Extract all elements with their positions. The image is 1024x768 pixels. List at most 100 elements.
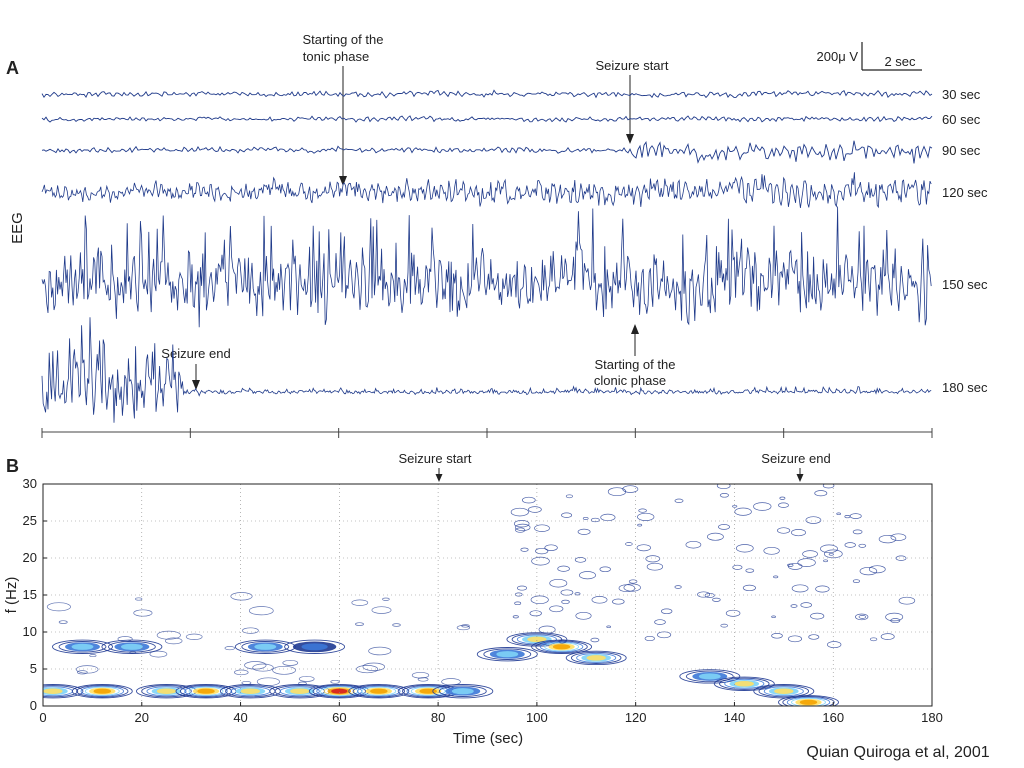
contour-noise: [577, 528, 591, 535]
contour-level: [753, 684, 815, 699]
contour-level: [451, 688, 474, 695]
contour-level: [476, 647, 538, 662]
contour-level: [323, 687, 355, 696]
contour-noise: [514, 523, 531, 532]
clonic-annotation-line2: clonic phase: [594, 373, 666, 388]
scale-bar-time: 2 sec: [884, 54, 916, 69]
contour-noise: [362, 662, 386, 671]
row-label-180: 180 sec: [942, 380, 988, 395]
contour-noise: [456, 625, 471, 631]
contour-noise: [514, 601, 522, 606]
contour-noise: [712, 597, 721, 602]
contour-noise: [858, 543, 867, 548]
contour-noise: [707, 532, 724, 541]
b-seizure-start-annotation: Seizure start: [399, 451, 472, 466]
panel-a-time-axis: [41, 428, 933, 438]
contour-noise: [654, 619, 666, 625]
contour-noise: [827, 641, 842, 649]
contour-peak: [348, 684, 410, 699]
contour-noise: [638, 508, 647, 513]
contour-noise: [674, 498, 684, 503]
row-label-120: 120 sec: [942, 185, 988, 200]
contour-noise: [224, 646, 236, 651]
contour-noise: [129, 650, 137, 654]
contour-noise: [885, 612, 904, 622]
contour-level: [713, 676, 775, 691]
contour-level: [301, 643, 328, 651]
contour-noise: [510, 507, 529, 517]
x-tick-label: 140: [724, 710, 746, 725]
contour-level: [120, 643, 143, 650]
contour-noise: [535, 547, 549, 555]
contour-noise: [622, 485, 639, 493]
contour-noise: [282, 659, 299, 666]
contour-noise: [330, 679, 340, 684]
contour-level: [179, 684, 233, 698]
contour-noise: [560, 589, 574, 596]
row-label-30: 30 sec: [942, 87, 981, 102]
contour-noise: [844, 515, 851, 519]
contour-noise: [852, 579, 860, 583]
plot-grid: [43, 484, 932, 706]
contour-noise: [351, 599, 369, 606]
y-tick-label: 0: [30, 698, 37, 713]
contour-noise: [628, 579, 638, 584]
seizure-end-arrow-head: [192, 380, 200, 390]
contour-level: [43, 685, 79, 698]
contour-level: [58, 641, 107, 653]
contour-peak: [565, 650, 627, 666]
contour-noise: [732, 504, 738, 508]
contour-noise: [272, 665, 296, 675]
seizure-start-arrow-head: [626, 134, 634, 144]
contour-noise: [790, 604, 798, 608]
contour-noise: [637, 523, 643, 527]
contour-noise: [534, 524, 550, 532]
x-tick-label: 20: [135, 710, 149, 725]
contour-level: [43, 684, 84, 699]
contour-peak: [71, 684, 133, 699]
contour-level: [184, 685, 228, 697]
contour-noise: [530, 595, 549, 605]
row-label-150: 150 sec: [942, 277, 988, 292]
contour-noise: [392, 623, 401, 627]
contour-level: [331, 688, 348, 694]
contour-noise: [411, 671, 430, 679]
contour-noise: [791, 529, 806, 537]
seizure-end-annotation: Seizure end: [161, 346, 230, 361]
x-tick-label: 100: [526, 710, 548, 725]
contour-level: [146, 686, 187, 697]
contour-level: [52, 639, 113, 654]
contour-noise: [822, 484, 835, 489]
contour-level: [758, 685, 810, 698]
contour-level: [535, 640, 588, 654]
contour-noise: [512, 615, 519, 619]
contour-level: [531, 639, 593, 654]
b-seizure-end-arrow-head: [796, 474, 804, 482]
contour-level: [279, 686, 320, 697]
contour-level: [685, 670, 734, 683]
contour-noise: [802, 550, 818, 558]
panel-a: A EEG 200μ V 2 sec Starting of the tonic…: [6, 32, 988, 438]
contour-level: [107, 641, 156, 653]
contour-noise: [544, 544, 558, 551]
contour-noise: [520, 547, 529, 552]
y-tick-label: 20: [23, 550, 37, 565]
contour-noise: [521, 496, 536, 504]
clonic-arrow-head: [631, 324, 639, 334]
contour-peak: [713, 676, 775, 691]
contour-noise: [561, 512, 573, 518]
contour-level: [432, 684, 494, 699]
contour-noise: [625, 542, 633, 546]
contour-noise: [895, 555, 907, 561]
eeg-axis-label: EEG: [9, 212, 26, 244]
contour-noise: [417, 677, 429, 682]
contour-level: [357, 685, 401, 697]
contour-level: [586, 655, 606, 661]
contour-noise: [574, 592, 581, 596]
contour-level: [734, 681, 754, 687]
contour-noise: [368, 646, 392, 656]
eeg-trace-60: [41, 115, 933, 123]
contour-noise: [538, 625, 556, 634]
contour-level: [786, 696, 831, 706]
y-tick-label: 30: [23, 476, 37, 491]
